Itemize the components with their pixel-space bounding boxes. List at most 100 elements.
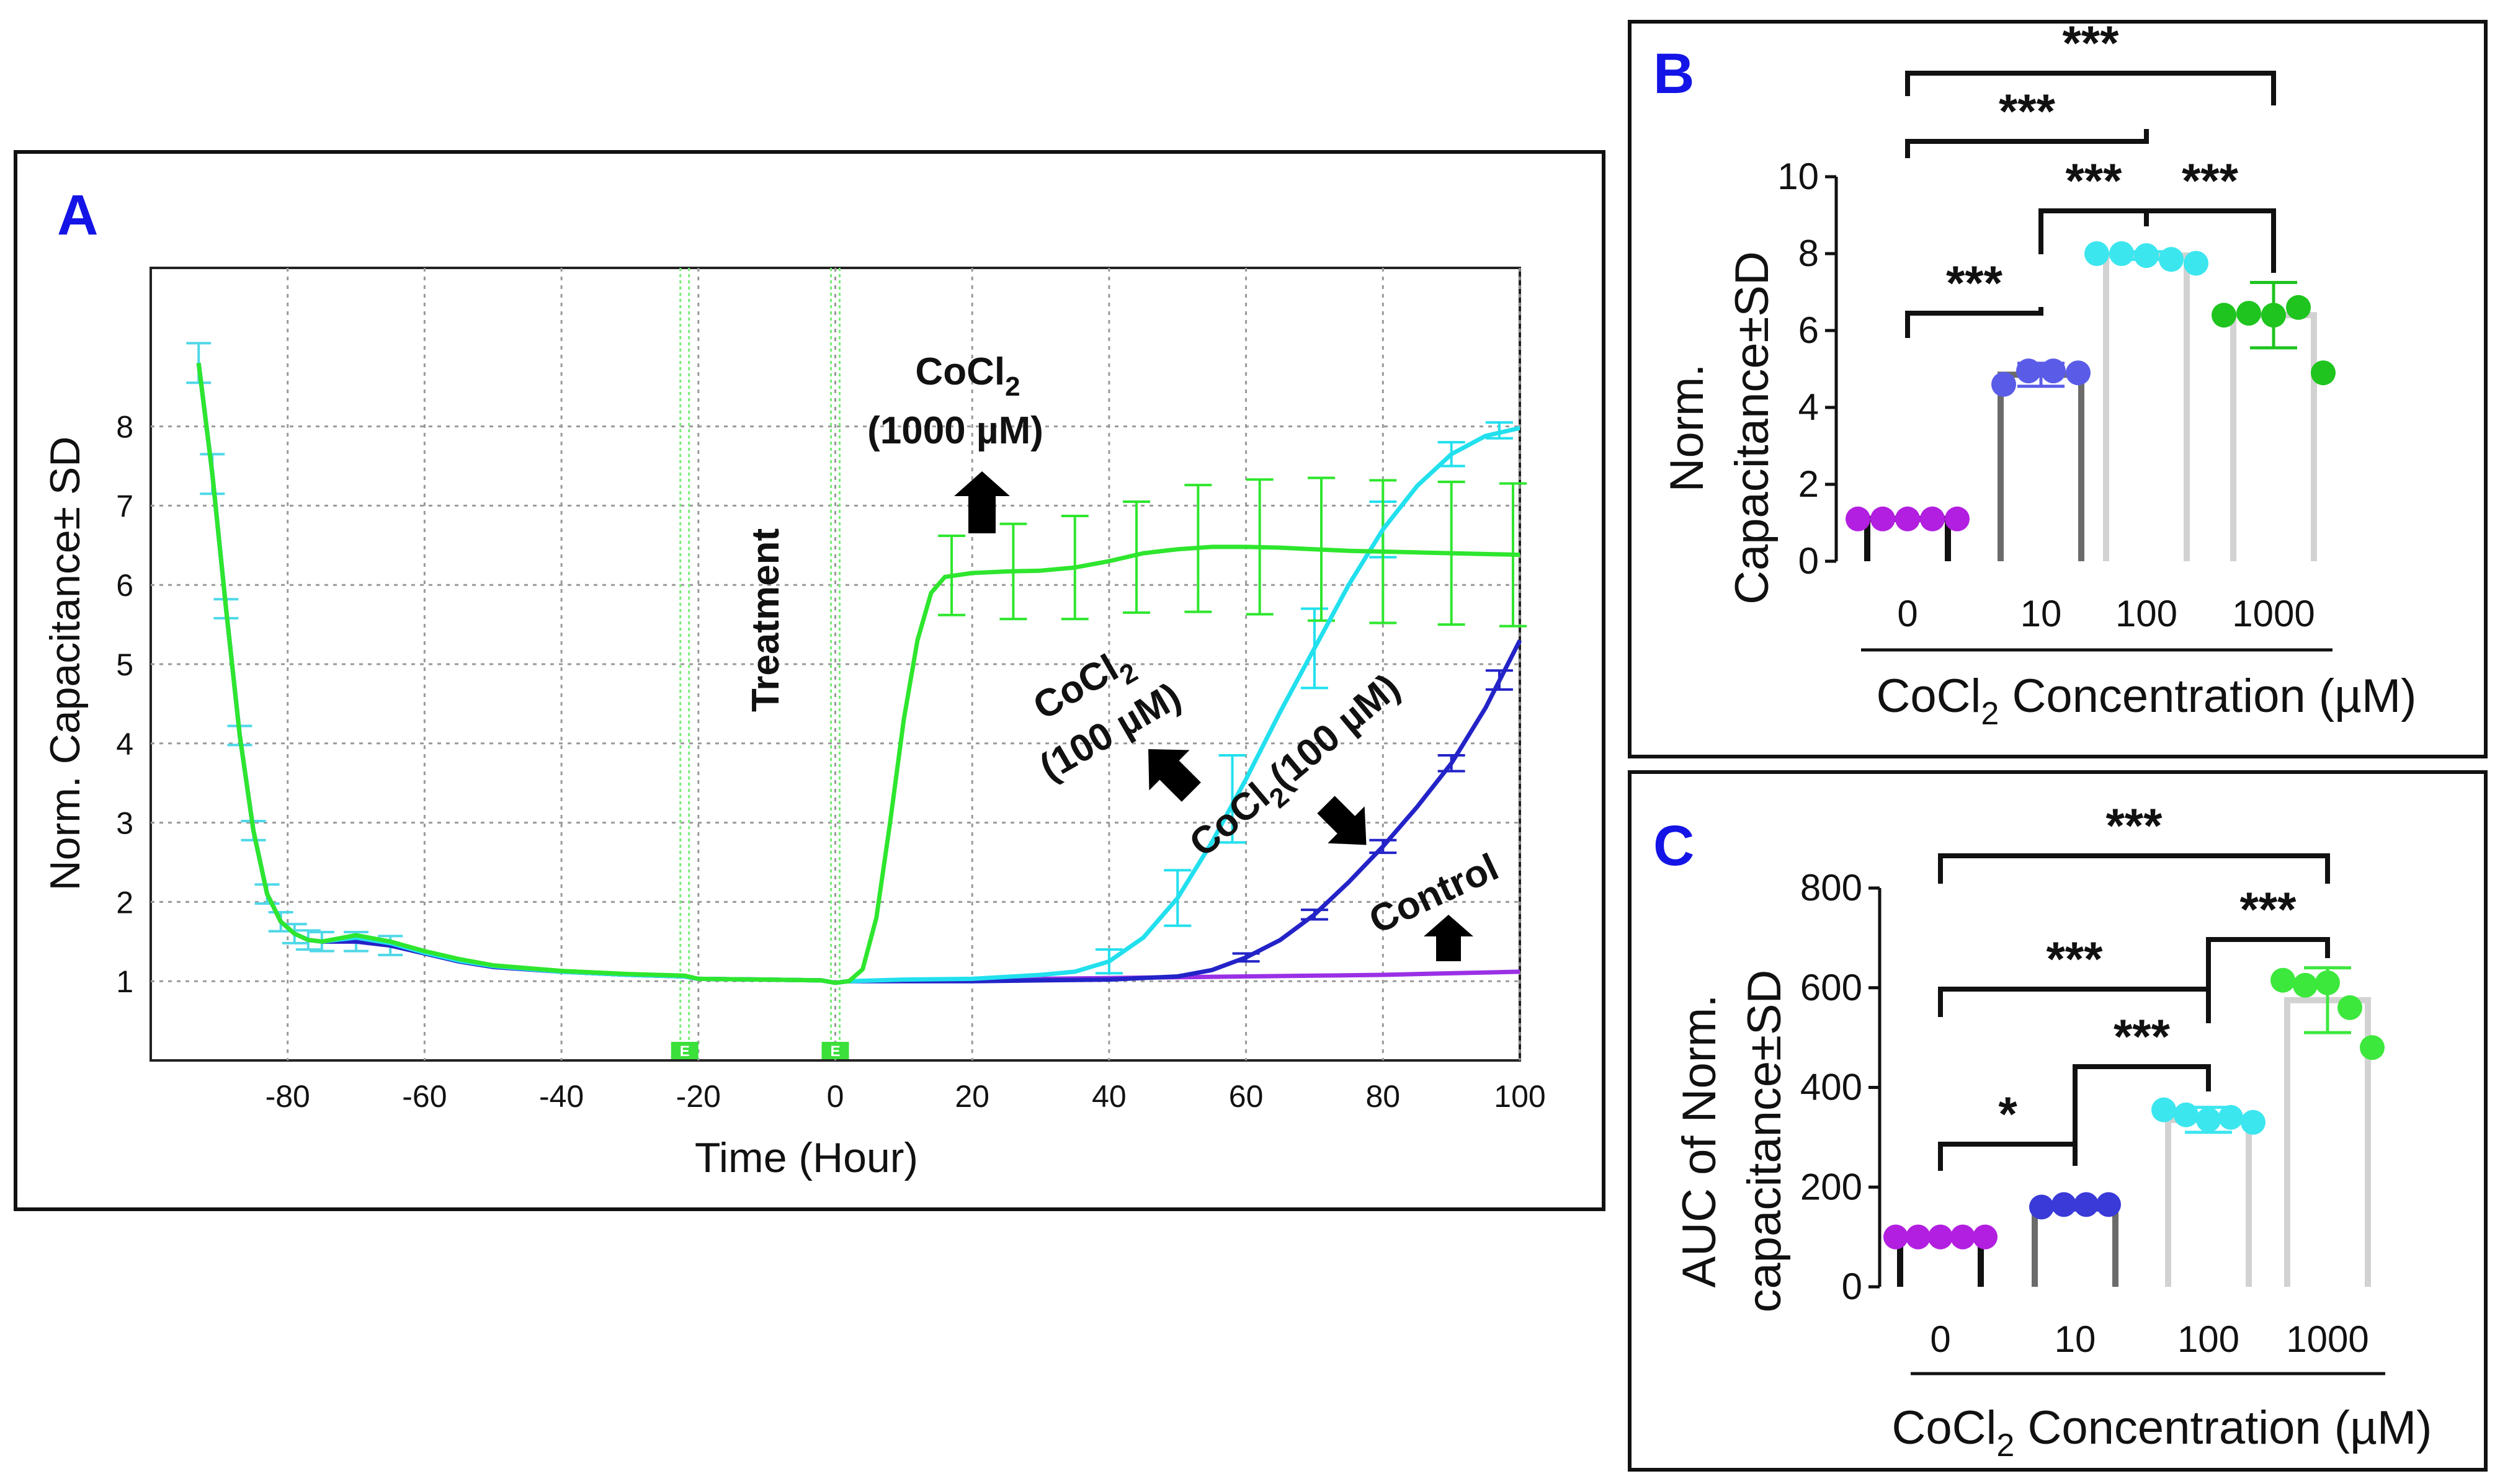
- panel-a-letter: A: [57, 184, 98, 247]
- significance-bracket: [1905, 307, 2043, 338]
- significance-stars: ***: [1999, 84, 2056, 138]
- panel-b-letter: B: [1653, 42, 1694, 105]
- data-point: [2212, 303, 2236, 328]
- y-tick-label: 8: [116, 410, 133, 445]
- data-point: [2029, 1194, 2054, 1220]
- data-point: [1928, 1224, 1953, 1250]
- data-point: [1973, 1224, 1998, 1250]
- data-point: [2337, 995, 2362, 1020]
- significance-stars: ***: [2114, 1009, 2171, 1064]
- data-point: [2261, 303, 2286, 328]
- y-tick-label: 3: [116, 806, 133, 841]
- x-tick-label: 10: [2055, 1318, 2096, 1360]
- treatment-label: Treatment: [744, 528, 787, 712]
- x-tick-label: 20: [955, 1079, 989, 1114]
- x-tick-label: 80: [1365, 1079, 1400, 1114]
- significance-stars: ***: [2105, 798, 2163, 853]
- significance-bracket: [2144, 208, 2276, 273]
- chart-b-points: [1846, 241, 2336, 531]
- panel-a-frame: [14, 150, 1605, 1211]
- data-point: [2066, 360, 2091, 386]
- annotation-cocl2-1000-line2: (1000 µM): [867, 409, 1043, 452]
- data-point: [2286, 295, 2311, 320]
- data-point: [2315, 970, 2340, 995]
- significance-stars: ***: [1946, 255, 2003, 310]
- data-point: [2159, 247, 2184, 272]
- chart-c-bars: [1897, 966, 2371, 1287]
- x-tick-label: 10: [2020, 593, 2062, 634]
- significance-bracket: [1938, 1142, 2078, 1171]
- x-tick-label: 100: [2115, 593, 2177, 634]
- significance-stars: ***: [2182, 153, 2239, 208]
- y-tick-label: 7: [116, 489, 133, 523]
- chart-a-y-label: Norm. Capacitance± SD: [42, 437, 89, 891]
- panel-b-frame: [1628, 20, 2488, 758]
- chart-c-y-label-line2: capacitance±SD: [1738, 970, 1791, 1313]
- data-point: [1945, 506, 1970, 531]
- chart-c-x-label: CoCl2 Concentration (µM): [1892, 1402, 2432, 1464]
- x-tick-label: 100: [2177, 1318, 2239, 1360]
- x-tick-label: 0: [1930, 1318, 1950, 1360]
- y-tick-label: 8: [1798, 233, 1819, 274]
- chart-c-significance: *************: [1938, 798, 2330, 1171]
- chart-c-points: [1883, 967, 2385, 1250]
- panel-c-frame: [1628, 770, 2488, 1472]
- data-point: [2174, 1102, 2199, 1127]
- data-point: [1846, 506, 1870, 531]
- y-tick-label: 800: [1800, 867, 1862, 909]
- x-tick-label: 0: [827, 1079, 844, 1114]
- y-tick-label: 10: [1777, 156, 1819, 197]
- data-point: [2074, 1192, 2099, 1217]
- y-tick-label: 600: [1800, 967, 1862, 1008]
- chart-b-y-label-line2: Capacitance±SD: [1726, 251, 1779, 605]
- y-tick-label: 4: [1798, 386, 1819, 428]
- x-tick-label: 60: [1229, 1079, 1264, 1114]
- y-tick-label: 4: [116, 727, 133, 762]
- data-point: [2241, 1109, 2266, 1135]
- y-tick-label: 5: [116, 647, 133, 682]
- event-marker-tag: [821, 1042, 849, 1059]
- y-tick-label: 0: [1842, 1266, 1862, 1307]
- data-point: [1950, 1224, 1975, 1250]
- chart-c-axes: 0 200 400 600 800 0 10 100 1000: [1800, 867, 2385, 1375]
- data-point: [2051, 1192, 2076, 1217]
- x-tick-label: -20: [676, 1079, 721, 1114]
- event-marker-label: E: [680, 1043, 690, 1060]
- chart-b-x-label: CoCl2 Concentration (µM): [1877, 670, 2417, 732]
- arrow-up-1000-icon: [954, 471, 1010, 533]
- data-point: [2236, 301, 2261, 326]
- data-point: [2084, 241, 2109, 266]
- arrow-up-control-icon: [1424, 915, 1473, 961]
- data-point: [2360, 1035, 2385, 1060]
- data-point: [2109, 241, 2134, 266]
- y-tick-label: 2: [116, 885, 133, 920]
- arrow-up-left-100-icon: [1148, 749, 1201, 802]
- y-tick-label: 1: [116, 964, 133, 999]
- event-marker-tag: [671, 1042, 699, 1059]
- chart-a-y-ticks: 1 2 3 4 5 6 7 8: [116, 410, 133, 1000]
- data-point: [2016, 358, 2041, 384]
- y-tick-label: 400: [1800, 1067, 1862, 1108]
- data-point: [1883, 1224, 1908, 1250]
- chart-c-y-label-line1: AUC of Norm.: [1673, 995, 1726, 1288]
- significance-bracket: [2206, 937, 2330, 1023]
- significance-bracket: [1938, 853, 2330, 884]
- x-tick-label: 100: [1494, 1079, 1545, 1114]
- x-tick-label: 1000: [2232, 593, 2315, 634]
- chart-a-series: [196, 362, 1522, 985]
- chart-b-y-label-line1: Norm.: [1661, 364, 1713, 492]
- significance-stars: *: [1998, 1086, 2017, 1141]
- significance-stars: ***: [2239, 882, 2297, 936]
- significance-bracket: [2073, 1064, 2211, 1150]
- data-point: [1920, 506, 1945, 531]
- arrow-down-right-10-icon: [1317, 796, 1367, 845]
- data-point: [2096, 1192, 2121, 1217]
- x-tick-label: -60: [402, 1079, 447, 1114]
- series-line: [196, 362, 1520, 985]
- significance-bracket: [1938, 987, 2211, 1017]
- significance-stars: ***: [2062, 16, 2119, 70]
- y-tick-label: 6: [1798, 309, 1819, 351]
- x-tick-label: 0: [1897, 593, 1917, 634]
